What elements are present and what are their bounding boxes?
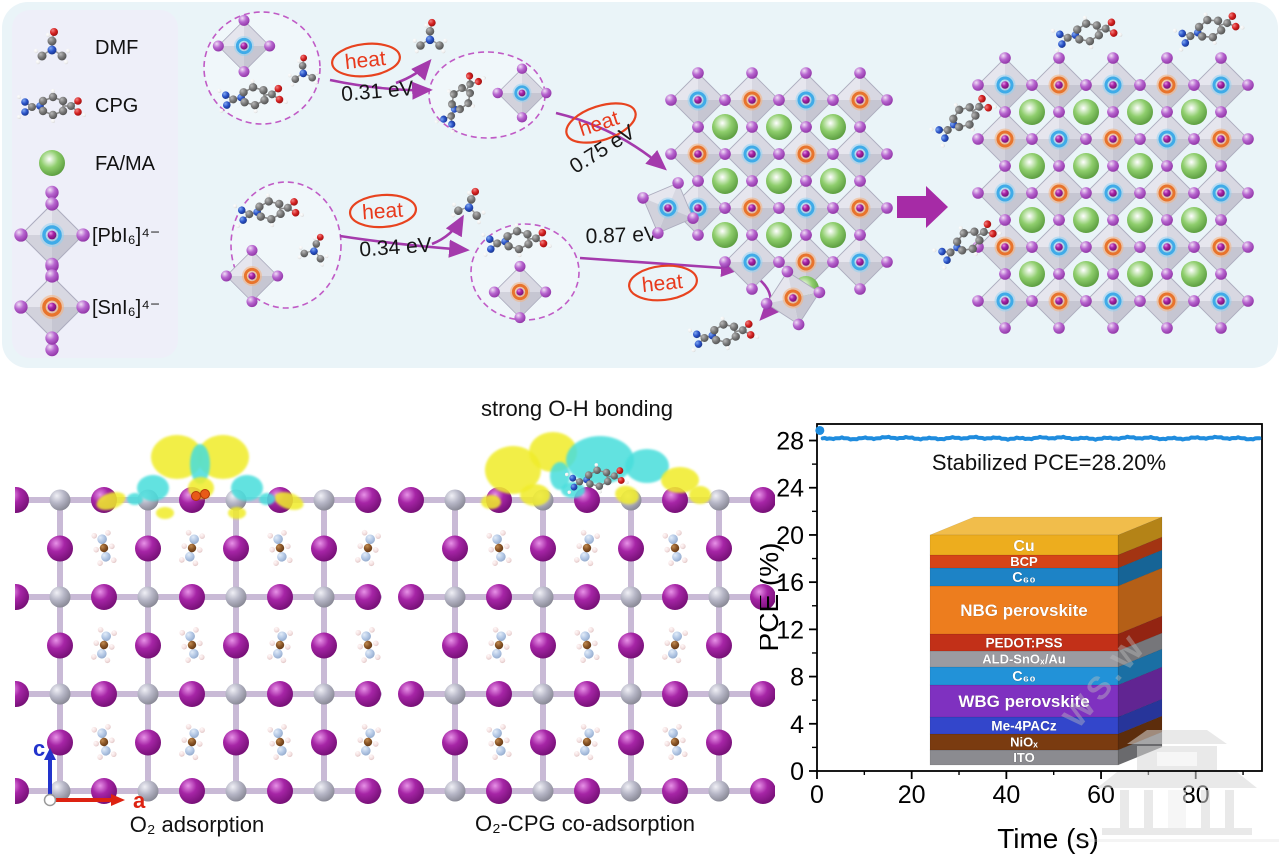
y-tick-label: 20 xyxy=(776,522,804,550)
x-axis-label: Time (s) xyxy=(997,823,1099,854)
device-layer-label: ALD-SnOₓ/Au xyxy=(982,652,1066,667)
plot-frame xyxy=(816,423,1263,772)
lattice-a-cation xyxy=(1073,261,1099,287)
fa-ma-icon xyxy=(39,150,65,176)
reaction-scheme-panel: DMF CPG FA/MA [PbI₆]⁴⁻ [SnI₆]⁴⁻ xyxy=(2,1,1278,368)
axis-label-c: c xyxy=(33,736,45,761)
pce-trace xyxy=(820,434,1262,442)
y-tick-label: 12 xyxy=(776,616,804,644)
lattice-a-cation xyxy=(1073,207,1099,233)
heat-label-3: heat xyxy=(361,199,404,225)
initial-pce-point xyxy=(815,425,825,435)
lattice-a-cation xyxy=(766,114,792,140)
device-layer xyxy=(929,585,1119,635)
lattice-a-cation xyxy=(1181,153,1207,179)
slab1-caption: O₂ adsorption xyxy=(130,812,265,837)
lattice-a-cation xyxy=(712,222,738,248)
solvate-clusters xyxy=(203,11,580,323)
lattice-a-cation xyxy=(1181,207,1207,233)
stabilized-pce-annotation: Stabilized PCE=28.20% xyxy=(932,450,1166,475)
device-layer xyxy=(929,534,1119,556)
lattice-a-cation xyxy=(1073,99,1099,125)
o2-cpg-coadsorption-panel: strong O-H bonding O₂-CPG co-adsorption xyxy=(398,396,775,836)
lattice-a-cation xyxy=(1019,261,1045,287)
slab2-caption: O₂-CPG co-adsorption xyxy=(475,811,695,836)
device-layer-label: Cu xyxy=(1013,538,1034,555)
device-layer-label: ITO xyxy=(1013,750,1034,765)
x-tick-label: 0 xyxy=(810,781,824,809)
x-tick-label: 20 xyxy=(898,781,926,809)
y-tick-label: 24 xyxy=(776,475,804,503)
device-layer-label: NiOₓ xyxy=(1010,735,1038,750)
lattice-a-cation xyxy=(1019,207,1045,233)
device-layer-label: C₆₀ xyxy=(1012,570,1035,586)
lattice-a-cation xyxy=(820,168,846,194)
device-layer xyxy=(929,684,1119,718)
y-tick-label: 4 xyxy=(790,711,804,739)
y-axis-label: PCE (%) xyxy=(760,543,784,652)
device-layer-label: PEDOT:PSS xyxy=(985,635,1062,650)
axis-indicator: c a xyxy=(33,736,146,813)
watermark-pagoda xyxy=(1074,730,1279,842)
device-layer-label: NBG perovskite xyxy=(960,601,1088,620)
legend-label-dmf: DMF xyxy=(95,37,138,59)
y-tick-label: 28 xyxy=(776,428,804,456)
y-tick-label: 0 xyxy=(790,758,804,786)
x-tick-label: 40 xyxy=(992,781,1020,809)
legend-label-fama: FA/MA xyxy=(95,153,156,175)
device-layer-label: C₆₀ xyxy=(1012,669,1035,685)
scheme-background xyxy=(2,2,1278,368)
y-tick-label: 8 xyxy=(790,664,804,692)
lattice-a-cation xyxy=(1019,153,1045,179)
axis-label-a: a xyxy=(133,788,146,813)
lattice-a-cation xyxy=(1127,99,1153,125)
energy-label-4: 0.87 eV xyxy=(585,223,658,249)
slab2-title: strong O-H bonding xyxy=(481,396,673,421)
device-layer-label: Me-4PACz xyxy=(991,718,1057,733)
o2-adsorption-panel: c a O₂ adsorption xyxy=(15,435,384,837)
lattice-a-cation xyxy=(1127,207,1153,233)
lattice-a-cation xyxy=(766,222,792,248)
lattice-a-cation xyxy=(1181,99,1207,125)
pce-line xyxy=(815,425,1262,442)
lattice-a-cation xyxy=(1181,261,1207,287)
lattice-a-cation xyxy=(712,114,738,140)
lattice-a-cation xyxy=(1127,153,1153,179)
device-layer-label: WBG perovskite xyxy=(958,692,1089,711)
reaction-arrows xyxy=(329,59,948,321)
legend: DMF CPG FA/MA [PbI₆]⁴⁻ [SnI₆]⁴⁻ xyxy=(14,27,160,357)
sni6-icon xyxy=(14,257,89,357)
big-arrow xyxy=(897,186,948,228)
final-perovskite-lattice xyxy=(972,52,1254,334)
heat-label-1: heat xyxy=(344,47,387,74)
lattice-a-cation xyxy=(1127,261,1153,287)
lattice-a-cation xyxy=(1073,153,1099,179)
energy-label-3: 0.34 eV xyxy=(359,234,433,262)
legend-label-pbi6: [PbI₆]⁴⁻ xyxy=(92,225,160,247)
lattice-a-cation xyxy=(766,168,792,194)
heat-label-4: heat xyxy=(641,270,684,297)
lattice-a-cation xyxy=(820,114,846,140)
legend-label-cpg: CPG xyxy=(95,95,138,117)
legend-label-sni6: [SnI₆]⁴⁻ xyxy=(92,297,160,319)
lattice-a-cation xyxy=(820,222,846,248)
device-layer-label: BCP xyxy=(1010,554,1038,569)
y-tick-label: 16 xyxy=(776,569,804,597)
lattice-a-cation xyxy=(712,168,738,194)
lattice-a-cation xyxy=(1019,99,1045,125)
